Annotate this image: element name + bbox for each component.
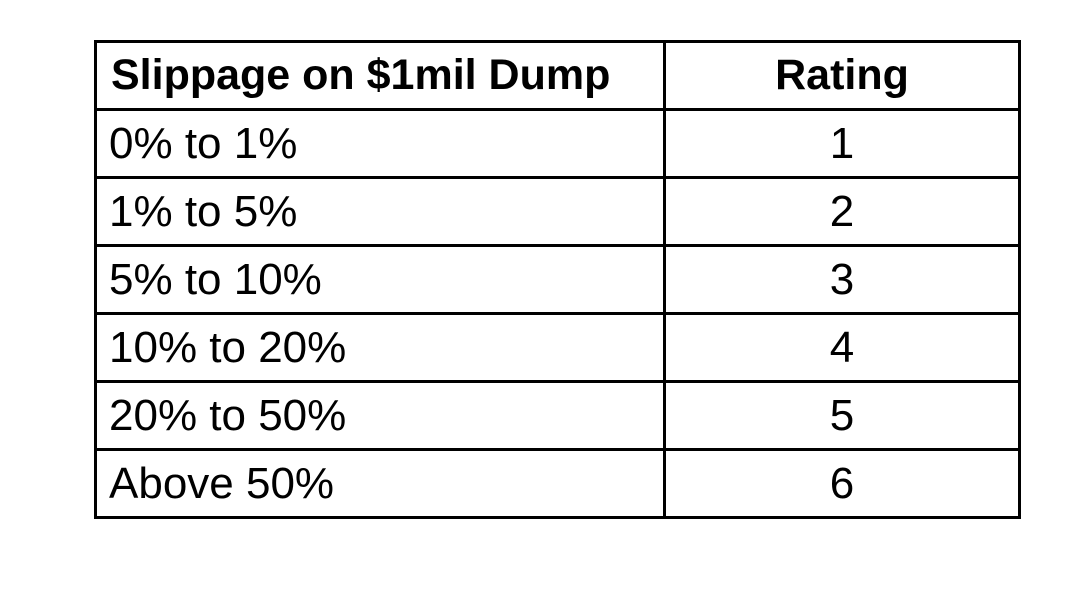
slippage-range-cell: Above 50%	[94, 448, 666, 519]
table-row: 0% to 1% 1	[94, 108, 1021, 179]
slippage-range-cell: 10% to 20%	[94, 312, 666, 383]
table-body: 0% to 1% 1 1% to 5% 2 5% to 10% 3 10% to…	[94, 108, 1021, 519]
rating-cell: 5	[663, 380, 1021, 451]
rating-cell: 2	[663, 176, 1021, 247]
slippage-range-cell: 0% to 1%	[94, 108, 666, 179]
header-slippage: Slippage on $1mil Dump	[94, 40, 666, 111]
table-row: 5% to 10% 3	[94, 244, 1021, 315]
rating-cell: 4	[663, 312, 1021, 383]
table-row: 10% to 20% 4	[94, 312, 1021, 383]
rating-cell: 3	[663, 244, 1021, 315]
rating-cell: 1	[663, 108, 1021, 179]
slippage-rating-table: Slippage on $1mil Dump Rating 0% to 1% 1…	[94, 40, 1021, 519]
slippage-range-cell: 5% to 10%	[94, 244, 666, 315]
table-row: Above 50% 6	[94, 448, 1021, 519]
rating-cell: 6	[663, 448, 1021, 519]
table-header: Slippage on $1mil Dump Rating	[94, 40, 1021, 111]
slippage-range-cell: 20% to 50%	[94, 380, 666, 451]
table-row: 1% to 5% 2	[94, 176, 1021, 247]
table-row: 20% to 50% 5	[94, 380, 1021, 451]
slippage-range-cell: 1% to 5%	[94, 176, 666, 247]
header-row: Slippage on $1mil Dump Rating	[94, 40, 1021, 111]
header-rating: Rating	[663, 40, 1021, 111]
